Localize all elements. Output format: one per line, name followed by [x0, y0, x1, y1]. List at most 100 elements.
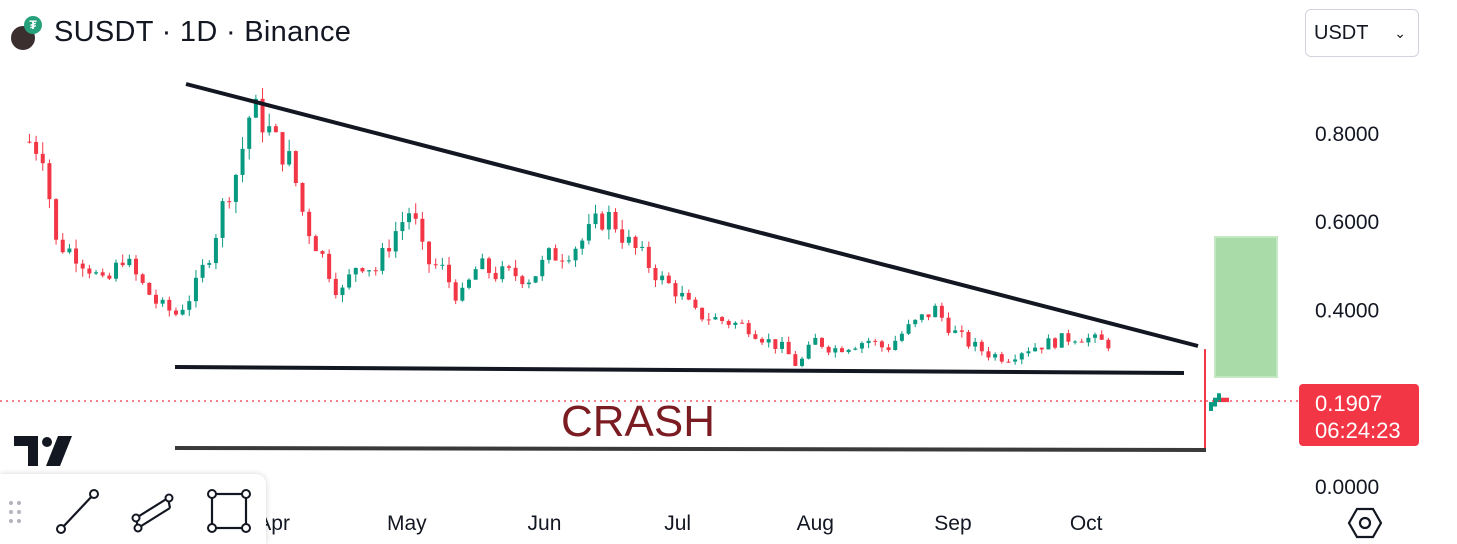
candle-body — [706, 319, 711, 321]
candle-body — [447, 264, 452, 283]
candle-body — [553, 248, 558, 261]
candle-body — [233, 174, 238, 202]
y-tick-label: 0.0000 — [1315, 476, 1379, 499]
candle-body — [653, 267, 658, 281]
candle-body — [866, 340, 871, 344]
candle-body — [207, 263, 212, 265]
y-tick-label: 0.6000 — [1315, 211, 1379, 234]
crash-label: CRASH — [561, 397, 715, 446]
candle-body — [893, 340, 898, 350]
candle-body — [427, 241, 432, 265]
bar-countdown: 06:24:23 — [1315, 418, 1401, 443]
candle-body — [513, 267, 518, 277]
candle-body — [1046, 338, 1051, 350]
candle-body — [560, 260, 565, 262]
candle-body — [926, 314, 931, 318]
rectangle-icon[interactable] — [204, 486, 254, 536]
candle-body — [580, 240, 585, 249]
candle-body — [193, 277, 198, 302]
x-tick-label: May — [387, 512, 427, 535]
candle-body — [806, 344, 811, 359]
candle-body — [54, 199, 59, 240]
candle-body — [839, 348, 844, 353]
chart-settings-icon[interactable] — [1347, 506, 1383, 540]
candle-body — [460, 287, 465, 301]
candle-body — [47, 163, 52, 200]
candle-body — [1217, 393, 1221, 403]
candle-body — [640, 246, 645, 248]
candle-body — [993, 354, 998, 358]
candle-body — [1073, 341, 1078, 343]
candle-body — [240, 148, 245, 175]
candle-body — [906, 324, 911, 334]
candle-body — [873, 340, 878, 342]
currency-select[interactable]: USDT ⌄ — [1305, 9, 1419, 57]
x-axis: Apr May Jun Jul Aug Sep Oct — [257, 512, 1102, 535]
candle-body — [67, 248, 72, 253]
candle-body — [966, 331, 971, 347]
candle-body — [1221, 397, 1225, 403]
candle-body — [859, 343, 864, 349]
candle-body — [340, 287, 345, 296]
candle-body — [740, 322, 745, 324]
candle-body — [147, 282, 152, 295]
descending-trendline — [185, 82, 1199, 348]
candle-body — [173, 310, 178, 315]
candle-body — [420, 218, 425, 242]
candle-body — [773, 339, 778, 349]
y-tick-label: 0.4000 — [1315, 299, 1379, 322]
candle-body — [733, 322, 738, 325]
candle-body — [80, 263, 85, 269]
candle-body — [600, 213, 605, 230]
candle-body — [107, 275, 112, 279]
candle-body — [313, 236, 318, 252]
parallel-channel-icon[interactable] — [128, 486, 178, 536]
candle-body — [780, 341, 785, 349]
candle-body — [933, 305, 938, 318]
candle-body — [1019, 353, 1024, 360]
last-price-badge: 0.1907 06:24:23 — [1299, 384, 1419, 446]
candle-body — [999, 354, 1004, 362]
candle-body — [1066, 333, 1071, 342]
candle-body — [1013, 359, 1018, 362]
candle-body — [826, 346, 831, 353]
candle-body — [453, 282, 458, 301]
candles-layer — [27, 87, 1229, 451]
candle-body — [660, 275, 665, 281]
candle-body — [973, 341, 978, 347]
candle-body — [879, 341, 884, 348]
candle-body — [793, 354, 798, 366]
candle-body — [140, 274, 145, 283]
candle-body — [467, 279, 471, 288]
drag-handle-icon[interactable] — [8, 500, 22, 524]
candle-body — [300, 182, 305, 212]
x-tick-label: Sep — [934, 512, 971, 535]
candle-body — [693, 299, 698, 308]
candle-body — [626, 236, 631, 243]
candle-body — [260, 98, 265, 133]
candle-body — [60, 239, 65, 253]
candle-body — [760, 338, 765, 343]
candle-body — [480, 258, 485, 270]
trend-line-icon[interactable] — [52, 486, 102, 536]
candle-body — [1086, 337, 1091, 343]
candle-body — [1106, 339, 1111, 349]
candle-body — [833, 348, 838, 353]
candle-body — [606, 212, 611, 230]
candle-body — [766, 339, 771, 343]
candle-body — [1053, 338, 1058, 348]
support-line — [174, 365, 1185, 375]
candle-body — [94, 272, 99, 274]
candle-body — [200, 264, 205, 278]
candle-body — [353, 268, 358, 275]
candle-body — [87, 268, 92, 274]
candle-body — [953, 330, 958, 333]
candle-body — [753, 334, 758, 339]
candle-body — [939, 305, 944, 318]
candle-body — [134, 258, 138, 275]
candle-body — [74, 248, 79, 264]
chevron-down-icon: ⌄ — [1394, 24, 1406, 41]
candle-body — [493, 272, 498, 280]
candle-body — [1209, 402, 1213, 411]
